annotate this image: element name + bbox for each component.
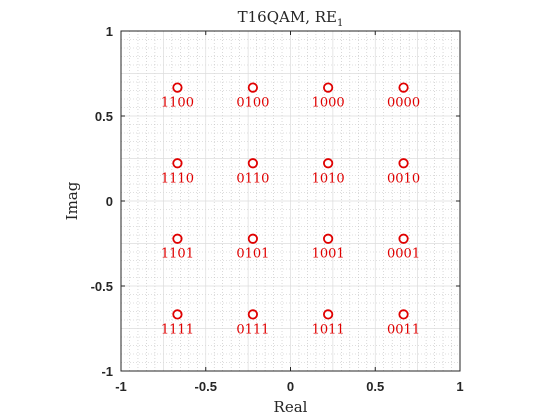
chart-title-subscript: 1 bbox=[337, 18, 343, 29]
point-bit-label: 1111 bbox=[161, 322, 194, 337]
point-bit-label: 1101 bbox=[161, 247, 194, 262]
point-bit-label: 1000 bbox=[312, 96, 345, 111]
chart-title: T16QAM, RE1 bbox=[238, 8, 344, 29]
point-bit-label: 0001 bbox=[387, 247, 420, 262]
point-bit-label: 0111 bbox=[236, 322, 269, 337]
constellation-point bbox=[172, 309, 183, 320]
point-bit-label: 0010 bbox=[387, 171, 420, 186]
constellation-point bbox=[172, 82, 183, 93]
point-bit-label: 1011 bbox=[312, 322, 345, 337]
y-tick-label: 0.5 bbox=[95, 109, 113, 124]
constellation-point bbox=[323, 309, 334, 320]
constellation-point bbox=[398, 82, 409, 93]
x-tick-label: 0 bbox=[287, 379, 294, 394]
y-tick-label: -1 bbox=[101, 364, 113, 379]
constellation-point bbox=[398, 233, 409, 244]
constellation-point bbox=[172, 233, 183, 244]
constellation-point bbox=[247, 309, 258, 320]
point-bit-label: 0101 bbox=[236, 247, 269, 262]
constellation-points: 1100 0100 1000 0000 1110 0110 1010 0010 1101 0101… bbox=[161, 82, 420, 337]
point-bit-label: 0000 bbox=[387, 96, 420, 111]
point-bit-label: 0110 bbox=[236, 171, 269, 186]
y-tick-label: -0.5 bbox=[91, 279, 113, 294]
constellation-point bbox=[247, 233, 258, 244]
point-bit-label: 0011 bbox=[387, 322, 420, 337]
constellation-point bbox=[172, 158, 183, 169]
x-tick-label: 1 bbox=[456, 379, 463, 394]
point-bit-label: 1110 bbox=[161, 171, 194, 186]
constellation-point bbox=[323, 158, 334, 169]
y-tick-label: 1 bbox=[106, 24, 113, 39]
x-axis-label: Real bbox=[274, 398, 308, 416]
x-tick-label: -0.5 bbox=[195, 379, 217, 394]
y-axis-label: Imag bbox=[63, 181, 81, 220]
constellation-point bbox=[323, 233, 334, 244]
constellation-point bbox=[247, 158, 258, 169]
chart-title-text: T16QAM, RE bbox=[238, 8, 337, 26]
x-axis-ticks: -1 -0.5 0 0.5 1 bbox=[115, 31, 464, 394]
point-bit-label: 1100 bbox=[161, 96, 194, 111]
x-tick-label: -1 bbox=[115, 379, 127, 394]
y-axis-ticks: -1 -0.5 0 0.5 1 bbox=[91, 24, 460, 379]
y-tick-label: 0 bbox=[106, 194, 113, 209]
point-bit-label: 1010 bbox=[312, 171, 345, 186]
x-tick-label: 0.5 bbox=[366, 379, 384, 394]
constellation-point bbox=[398, 309, 409, 320]
constellation-point bbox=[247, 82, 258, 93]
point-bit-label: 1001 bbox=[312, 247, 345, 262]
point-bit-label: 0100 bbox=[236, 96, 269, 111]
constellation-point bbox=[398, 158, 409, 169]
constellation-point bbox=[323, 82, 334, 93]
